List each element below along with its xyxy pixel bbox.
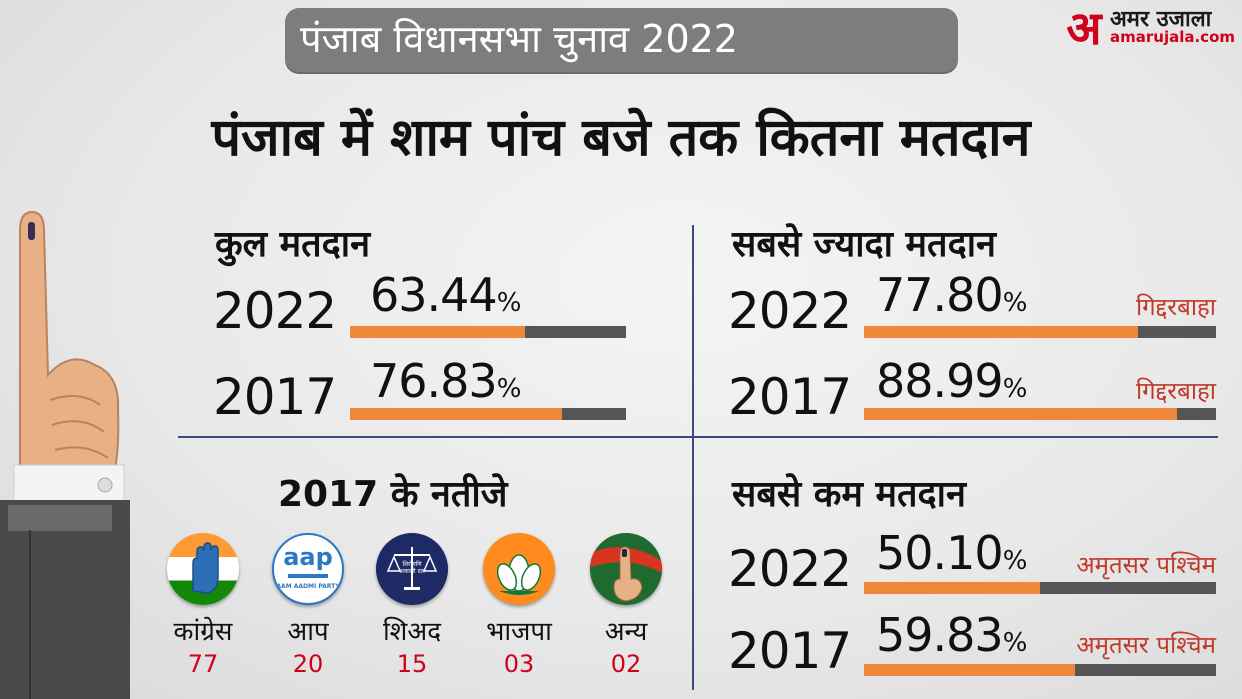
logo-name: अमर उजाला (1110, 7, 1212, 32)
party-seats-others: 02 (610, 650, 642, 678)
lowest-bar-fill-2022 (864, 582, 1041, 594)
lowest-place-2017: अमृतसर पश्चिम (1076, 631, 1216, 659)
lowest-place-2022: अमृतसर पश्चिम (1076, 551, 1216, 579)
logo-url: amarujala.com (1110, 28, 1236, 46)
others-logo (590, 533, 662, 605)
party-name-congress: कांग्रेस (173, 617, 233, 647)
party-seats-bjp: 03 (503, 650, 535, 678)
aap-logo-text: aap (283, 543, 333, 571)
voting-finger-illustration (0, 210, 130, 699)
highest-title: सबसे ज्यादा मतदान (732, 224, 996, 265)
total-year-2017: 2017 (213, 368, 337, 426)
lowest-year-2017: 2017 (728, 622, 852, 680)
title-pill (285, 8, 958, 72)
scales-icon (386, 547, 438, 590)
total-bar-2022 (350, 326, 626, 338)
aap-logo-subtext: AAM AADMI PARTY (276, 583, 340, 590)
lowest-pct-2022: 50.10% (876, 526, 1027, 580)
logo-mark: अ (1066, 1, 1102, 55)
lowest-bar-fill-2017 (864, 664, 1075, 676)
lowest-title: सबसे कम मतदान (732, 474, 966, 515)
aap-logo: aap AAM AADMI PARTY (272, 533, 344, 605)
bjp-logo (483, 533, 555, 605)
highest-pct-2022: 77.80% (876, 268, 1027, 322)
highest-pct-2017: 88.99% (876, 354, 1027, 408)
highest-bar-2017 (864, 408, 1216, 420)
headline: पंजाब में शाम पांच बजे तक कितना मतदान (211, 108, 1031, 168)
highest-year-2022: 2022 (728, 282, 852, 340)
lowest-bar-2022 (864, 582, 1216, 594)
finger-icon (590, 546, 662, 602)
highest-place-2022: गिद्दरबाहा (1135, 293, 1216, 321)
vertical-divider (692, 225, 694, 690)
total-bar-2017 (350, 408, 626, 420)
party-name-aap: आप (287, 617, 329, 647)
highest-bar-fill-2022 (864, 326, 1138, 338)
party-name-others: अन्य (604, 617, 648, 647)
total-year-2022: 2022 (213, 282, 337, 340)
party-name-sad: शिअद (382, 617, 442, 647)
results-title: 2017 के नतीजे (278, 474, 508, 515)
sad-logo-text: शिरोमणि अकाली दल (399, 561, 425, 575)
pill-title: पंजाब विधानसभा चुनाव 2022 (300, 17, 738, 61)
highest-bar-fill-2017 (864, 408, 1178, 420)
highest-year-2017: 2017 (728, 368, 852, 426)
lowest-bar-2017 (864, 664, 1216, 676)
total-title: कुल मतदान (215, 224, 371, 265)
congress-logo (167, 533, 239, 605)
party-seats-congress: 77 (187, 650, 219, 678)
highest-place-2017: गिद्दरबाहा (1135, 377, 1216, 405)
sad-logo: शिरोमणि अकाली दल (376, 533, 448, 605)
broom-icon (288, 574, 328, 578)
total-pct-2017: 76.83% (370, 354, 521, 408)
total-bar-fill-2022 (350, 326, 526, 338)
lowest-year-2022: 2022 (728, 540, 852, 598)
party-name-bjp: भाजपा (486, 617, 552, 647)
party-seats-aap: 20 (292, 650, 324, 678)
total-bar-fill-2017 (350, 408, 563, 420)
total-pct-2022: 63.44% (370, 268, 521, 322)
hand-icon (192, 542, 219, 594)
party-seats-sad: 15 (396, 650, 428, 678)
horizontal-divider (178, 436, 1218, 438)
lotus-icon (496, 554, 542, 595)
highest-bar-2022 (864, 326, 1216, 338)
lowest-pct-2017: 59.83% (876, 608, 1027, 662)
